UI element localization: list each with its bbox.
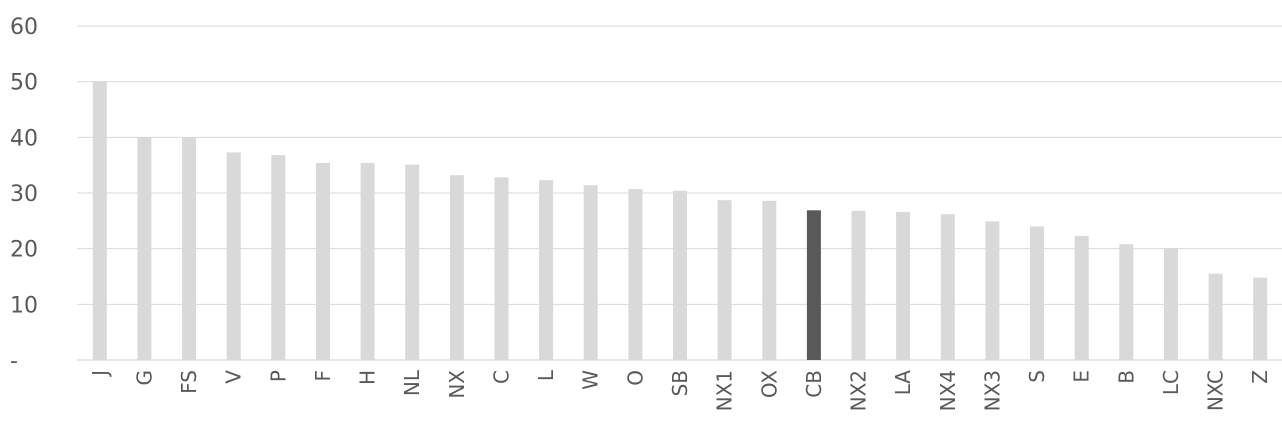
x-category-label: OX xyxy=(757,370,781,398)
bar-nx3 xyxy=(985,221,1000,360)
bar-nx4 xyxy=(940,214,955,360)
bar-o xyxy=(628,189,643,360)
x-category-label: LA xyxy=(891,370,915,396)
bar-cb xyxy=(806,210,821,360)
x-category-label: J xyxy=(88,370,112,378)
bar-z xyxy=(1253,277,1268,360)
x-category-label: NXC xyxy=(1204,370,1228,411)
x-axis-category-labels: J G FS V P F H NL NX C L W O SB NX1 OX CB NX2 LA NX4 NX3 S E B L… xyxy=(88,369,1272,411)
y-tick-label: 60 xyxy=(10,15,38,40)
bar-nx1 xyxy=(717,200,732,360)
x-category-label: C xyxy=(490,370,514,384)
x-category-label: NX3 xyxy=(980,370,1004,411)
x-category-label: S xyxy=(1025,370,1049,383)
x-category-label: NX2 xyxy=(847,370,871,411)
x-category-label: V xyxy=(222,370,246,384)
bar-j xyxy=(92,81,107,360)
bar-w xyxy=(583,185,598,360)
x-category-label: NX1 xyxy=(713,370,737,411)
x-category-label: NX xyxy=(445,370,469,399)
bar-nxc xyxy=(1208,273,1223,360)
bar-sb xyxy=(673,190,687,360)
bar-ox xyxy=(762,200,777,360)
bar-s xyxy=(1030,226,1044,360)
bar-l xyxy=(539,180,554,360)
bar-h xyxy=(360,162,375,360)
y-tick-label: 10 xyxy=(10,293,38,318)
x-category-label: F xyxy=(311,370,335,382)
bar-b xyxy=(1119,244,1134,360)
bar-p xyxy=(271,155,286,360)
y-tick-label: 50 xyxy=(10,71,38,96)
y-tick-label: 40 xyxy=(10,126,38,151)
bar-e xyxy=(1074,235,1089,360)
y-tick-label: 20 xyxy=(10,238,38,263)
bar-nl xyxy=(405,164,420,360)
x-category-label: LC xyxy=(1159,370,1183,395)
x-category-label: Z xyxy=(1248,370,1272,384)
bar-lc xyxy=(1163,248,1178,360)
bar-la xyxy=(896,211,911,360)
x-category-label: SB xyxy=(668,370,692,396)
x-category-label: E xyxy=(1070,370,1094,383)
bar-f xyxy=(316,162,330,360)
x-category-label: FS xyxy=(177,370,201,394)
bar-layer xyxy=(92,81,1268,360)
x-category-label: B xyxy=(1114,370,1138,384)
x-category-label: NL xyxy=(400,369,424,396)
x-category-label: NX4 xyxy=(936,370,960,411)
x-category-label: O xyxy=(623,370,647,386)
bar-fs xyxy=(182,137,197,360)
bar-nx2 xyxy=(851,210,866,360)
x-category-label: L xyxy=(534,369,558,381)
bar-c xyxy=(494,177,509,360)
y-tick-label: 30 xyxy=(10,182,38,207)
x-category-label: H xyxy=(356,370,380,385)
y-tick-label: - xyxy=(10,349,18,374)
x-category-label: W xyxy=(579,370,603,390)
bar-v xyxy=(226,152,241,360)
y-axis-tick-labels: - 10 20 30 40 50 60 xyxy=(10,15,38,374)
x-category-label: P xyxy=(266,370,290,382)
x-category-label: CB xyxy=(802,370,826,398)
bar-nx xyxy=(449,175,464,360)
x-category-label: G xyxy=(132,370,156,386)
bar-g xyxy=(137,137,152,360)
